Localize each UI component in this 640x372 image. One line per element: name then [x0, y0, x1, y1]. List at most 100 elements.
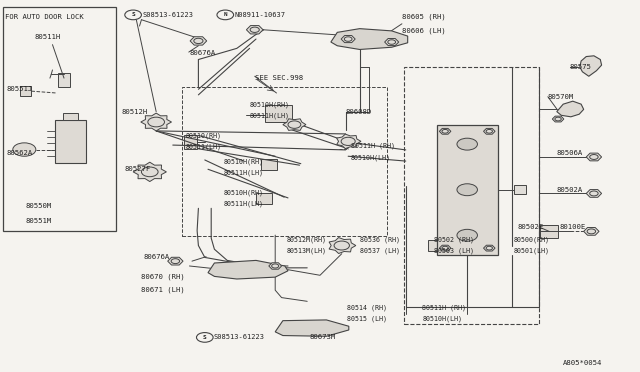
Text: 80551M: 80551M [25, 218, 52, 224]
Text: 80537 (LH): 80537 (LH) [360, 248, 400, 254]
Text: 80513M(LH): 80513M(LH) [287, 248, 327, 254]
Text: 80503 (LH): 80503 (LH) [434, 248, 474, 254]
Text: S: S [203, 335, 207, 340]
Bar [261, 159, 276, 170]
Text: S: S [131, 12, 135, 17]
Polygon shape [275, 320, 349, 336]
Polygon shape [133, 162, 166, 182]
Text: 80575: 80575 [570, 64, 591, 70]
Text: 80550M: 80550M [25, 203, 52, 209]
Polygon shape [190, 37, 207, 45]
Text: 80502 (RH): 80502 (RH) [434, 237, 474, 243]
Polygon shape [584, 228, 599, 235]
Text: 80510H(LH): 80510H(LH) [422, 315, 463, 322]
Circle shape [171, 259, 180, 264]
Text: 80536 (RH): 80536 (RH) [360, 237, 400, 243]
Polygon shape [557, 101, 584, 117]
Text: 80510H(RH): 80510H(RH) [250, 102, 290, 108]
Text: 80510H(LH): 80510H(LH) [351, 154, 390, 161]
Circle shape [196, 333, 213, 342]
Polygon shape [484, 128, 495, 134]
Polygon shape [168, 257, 183, 265]
Text: 80511H (RH): 80511H (RH) [351, 143, 395, 150]
Text: 80676A: 80676A [143, 254, 170, 260]
Polygon shape [341, 35, 355, 43]
Text: 80511H(LH): 80511H(LH) [224, 170, 264, 176]
Circle shape [250, 27, 259, 32]
Text: 80511H: 80511H [35, 34, 61, 40]
Polygon shape [586, 153, 602, 161]
Text: 80510H(RH): 80510H(RH) [224, 189, 264, 196]
Text: 80527F: 80527F [125, 166, 151, 172]
Text: 80511(LH): 80511(LH) [186, 144, 221, 150]
Bar [540, 225, 558, 238]
Text: 80502A: 80502A [557, 187, 583, 193]
Text: 80606 (LH): 80606 (LH) [402, 28, 445, 35]
Text: 80605 (RH): 80605 (RH) [402, 13, 445, 20]
Polygon shape [552, 116, 564, 122]
Text: 80511H (RH): 80511H (RH) [422, 304, 467, 311]
Text: 80500(RH): 80500(RH) [513, 237, 549, 243]
Text: 80510(RH): 80510(RH) [186, 132, 221, 139]
Circle shape [141, 167, 158, 177]
Circle shape [288, 121, 301, 128]
Bar [428, 240, 442, 251]
Text: 80100E: 80100E [559, 224, 586, 230]
Circle shape [344, 37, 352, 41]
Bar [437, 125, 498, 255]
Text: 80676A: 80676A [189, 50, 216, 56]
Text: SEE SEC.998: SEE SEC.998 [255, 75, 303, 81]
Text: 80608D: 80608D [346, 109, 372, 115]
Text: 80510H(RH): 80510H(RH) [224, 158, 264, 165]
Circle shape [442, 129, 448, 133]
Text: 80515 (LH): 80515 (LH) [347, 315, 387, 322]
Text: 80673M: 80673M [310, 334, 336, 340]
Text: 80514 (RH): 80514 (RH) [347, 304, 387, 311]
Text: 80511H(LH): 80511H(LH) [250, 113, 290, 119]
Circle shape [486, 246, 492, 250]
Bar [184, 135, 197, 149]
Text: A805*0054: A805*0054 [563, 360, 603, 366]
Text: 80511H(LH): 80511H(LH) [224, 201, 264, 207]
Circle shape [486, 129, 492, 133]
Circle shape [194, 38, 203, 44]
Bar [404, 67, 539, 324]
Text: N: N [223, 12, 227, 17]
Circle shape [589, 191, 598, 196]
Text: 80501(LH): 80501(LH) [513, 248, 549, 254]
Bar [255, 193, 272, 204]
Circle shape [148, 117, 164, 127]
Polygon shape [246, 26, 263, 34]
Text: N08911-10637: N08911-10637 [234, 12, 285, 18]
Circle shape [334, 241, 349, 250]
Polygon shape [385, 38, 399, 46]
Polygon shape [329, 238, 356, 253]
Text: S08513-61223: S08513-61223 [142, 12, 193, 18]
Circle shape [587, 229, 596, 234]
Circle shape [589, 154, 598, 160]
Circle shape [555, 117, 561, 121]
Circle shape [217, 10, 234, 20]
Polygon shape [337, 134, 361, 148]
Circle shape [442, 246, 448, 250]
Text: 80506A: 80506A [557, 150, 583, 155]
Polygon shape [484, 245, 495, 251]
Polygon shape [331, 29, 408, 49]
Bar [265, 105, 292, 122]
Bar [55, 120, 86, 163]
Circle shape [272, 264, 279, 268]
Circle shape [457, 184, 477, 196]
Text: 80512H: 80512H [122, 109, 148, 115]
Polygon shape [269, 263, 282, 269]
Text: 80570M: 80570M [548, 94, 574, 100]
Text: 80562A: 80562A [6, 150, 33, 155]
Text: 80502E: 80502E [517, 224, 543, 230]
Circle shape [457, 138, 477, 150]
Bar [3, 7, 116, 231]
Polygon shape [580, 56, 602, 76]
Text: FOR AUTO DOOR LOCK: FOR AUTO DOOR LOCK [5, 14, 84, 20]
Text: 80671 (LH): 80671 (LH) [141, 287, 184, 294]
Polygon shape [141, 113, 172, 131]
Polygon shape [586, 190, 602, 197]
Bar [20, 86, 31, 96]
